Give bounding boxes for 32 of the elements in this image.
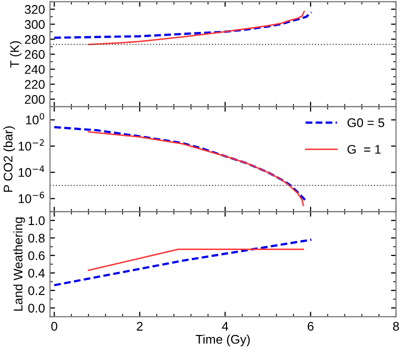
y-tick-label: 260 <box>24 50 45 59</box>
x-tick-label: 8 <box>393 322 399 331</box>
y-tick-label: 1.0 <box>28 216 45 226</box>
line-series <box>53 11 313 39</box>
y-tick-label: 280 <box>24 35 45 44</box>
x-tick-label: 0 <box>51 322 58 331</box>
line-series <box>88 131 304 206</box>
x-tick-label: 4 <box>222 322 228 331</box>
y-tick-label: 320 <box>24 5 45 14</box>
x-tick-label: 6 <box>308 322 314 331</box>
x-tick-label: 2 <box>136 322 143 331</box>
legend-label: G0 = 5 <box>348 118 384 128</box>
y-tick-label: 300 <box>24 20 45 29</box>
y-tick-label: 220 <box>24 80 45 89</box>
y-tick-label: 0.8 <box>28 234 45 243</box>
y-tick-label: 10$^{−2}$ <box>18 139 44 151</box>
x-axis-title: Time (Gy) <box>196 334 250 346</box>
line-series <box>53 126 306 201</box>
line-series <box>88 10 305 46</box>
y-axis-title: T (K) <box>10 41 22 68</box>
y-tick-label: 0.0 <box>28 304 45 313</box>
y-axis-title: P CO2 (bar) <box>3 126 15 192</box>
y-tick-label: 10$^{−4}$ <box>18 166 44 177</box>
y-tick-label: 0.6 <box>28 251 45 260</box>
y-tick-label: 200 <box>24 95 45 104</box>
y-tick-label: 0.2 <box>28 286 45 296</box>
y-tick-label: 0.4 <box>28 268 45 278</box>
y-tick-label: 10$^{0}$ <box>26 112 44 124</box>
y-tick-label: 240 <box>24 65 45 74</box>
legend-label: G = 1 <box>348 144 381 154</box>
y-tick-label: 10$^{−6}$ <box>18 192 44 204</box>
y-axis-title: Land Weathering <box>13 218 25 311</box>
